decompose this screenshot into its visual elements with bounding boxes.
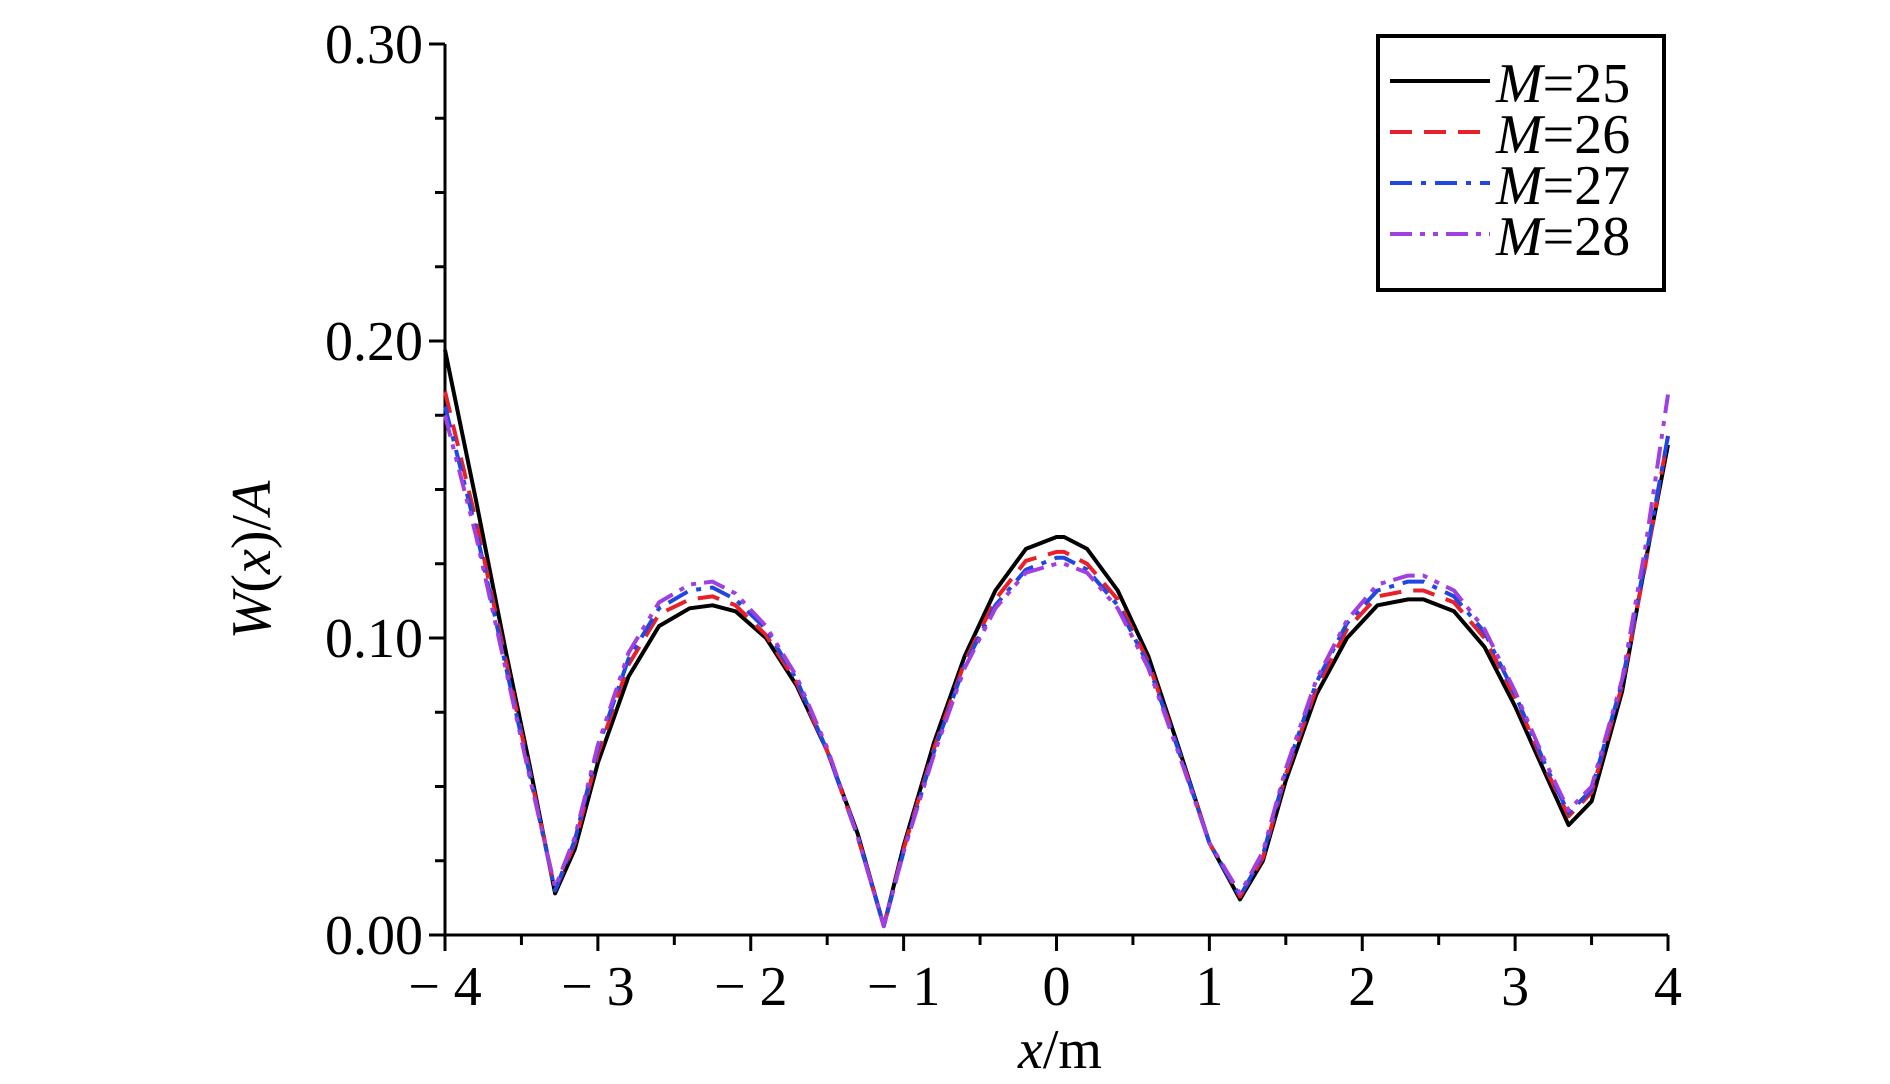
legend-box <box>1376 34 1666 292</box>
y-axis-title-var-x: x <box>221 549 283 575</box>
x-tick-label: 4 <box>1654 956 1682 1018</box>
legend: M=25M=26M=27M=28 <box>1376 34 1666 292</box>
tick-labels: 0.00 0.10 0.20 0.30 − 4 − 3 − 2 − 1 0 1 2 3 4 <box>325 14 1682 1018</box>
series-line-m-27 <box>443 405 1670 929</box>
x-axis-title-var: x <box>1017 1019 1043 1081</box>
y-axis-title-var-w: W <box>221 588 283 639</box>
x-tick-label: − 4 <box>408 956 482 1018</box>
y-tick-label: 0.10 <box>325 608 423 670</box>
x-tick-label: 1 <box>1195 956 1223 1018</box>
y-tick-label: 0.30 <box>325 14 423 76</box>
x-tick-label: 2 <box>1348 956 1376 1018</box>
legend-label-m-26: M=26 <box>1495 104 1630 166</box>
legend-label-m-28: M=28 <box>1495 206 1630 268</box>
axes <box>429 42 1670 951</box>
x-axis-title: x/m <box>1017 1019 1102 1081</box>
x-tick-label: − 1 <box>867 956 941 1018</box>
y-tick-label: 0.20 <box>325 311 423 373</box>
y-axis-title-var-a: A <box>221 480 283 519</box>
y-tick-label: 0.00 <box>325 905 423 967</box>
x-tick-label: − 3 <box>561 956 635 1018</box>
x-axis-title-unit: /m <box>1043 1019 1102 1081</box>
series-line-m-25 <box>443 349 1670 929</box>
y-axis-title: W(x)/A <box>221 480 283 639</box>
series-line-m-26 <box>443 391 1670 929</box>
y-axis-title-paren-close: )/ <box>221 514 283 549</box>
x-tick-label: 0 <box>1043 956 1071 1018</box>
x-tick-label: 3 <box>1501 956 1529 1018</box>
series-lines <box>443 349 1670 929</box>
x-tick-label: − 2 <box>714 956 788 1018</box>
legend-items: M=25M=26M=27M=28 <box>1390 53 1630 268</box>
legend-label-m-27: M=27 <box>1495 155 1630 217</box>
y-axis-title-paren-open: ( <box>221 574 283 593</box>
series-line-m-28 <box>443 394 1670 929</box>
legend-label-m-25: M=25 <box>1495 53 1630 115</box>
